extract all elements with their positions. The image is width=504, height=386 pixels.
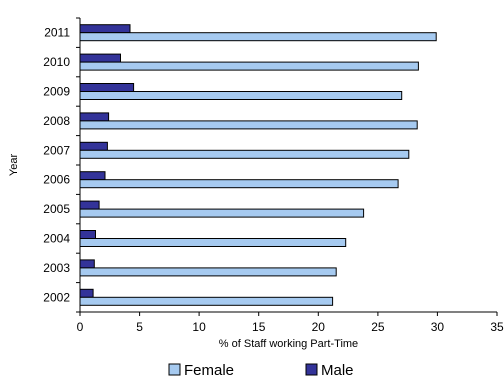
bar-female-2011 (79, 32, 437, 42)
bar-male-2009 (79, 83, 135, 92)
legend-label-male: Male (321, 362, 354, 379)
y-tick-label-2003: 2003 (43, 261, 70, 275)
bar-female-2007 (79, 149, 410, 159)
bar-male-2008 (79, 112, 110, 122)
bar-male-2002 (79, 288, 94, 298)
y-tick-label-2007: 2007 (43, 143, 70, 157)
x-tick-labels: 0 5 10 15 20 25 30 35 (77, 312, 504, 334)
bars-layer (79, 24, 437, 306)
bar-male-2003 (79, 259, 95, 269)
y-tick-label-2002: 2002 (43, 290, 70, 304)
bar-female-2004 (79, 238, 347, 247)
x-tick-label-20: 20 (312, 320, 326, 334)
y-tick-label-2006: 2006 (43, 173, 70, 187)
x-tick-label-5: 5 (136, 320, 143, 334)
bar-male-2005 (79, 200, 100, 210)
x-tick-label-0: 0 (77, 320, 84, 334)
bar-male-2006 (79, 171, 106, 181)
bar-female-2006 (79, 179, 399, 189)
y-tick-label-2008: 2008 (43, 114, 70, 128)
legend-swatch-male (305, 363, 318, 376)
bar-male-2004 (79, 230, 96, 239)
bar-male-2011 (79, 24, 131, 34)
x-axis-label: % of Staff working Part-Time (219, 338, 358, 350)
y-tick-label-2005: 2005 (43, 202, 70, 216)
y-axis-label: Year (8, 154, 20, 177)
x-tick-label-25: 25 (371, 320, 385, 334)
legend-label-female: Female (184, 362, 234, 379)
bar-female-2003 (79, 267, 337, 277)
bar-male-2010 (79, 53, 121, 63)
bar-female-2010 (79, 61, 419, 71)
x-tick-label-35: 35 (490, 320, 504, 334)
x-tick-label-10: 10 (192, 320, 206, 334)
bar-female-2009 (79, 91, 403, 100)
bar-male-2007 (79, 141, 108, 151)
legend: Female Male (168, 362, 354, 379)
legend-swatch-female (168, 363, 181, 376)
x-tick-label-15: 15 (252, 320, 266, 334)
bar-female-2005 (79, 208, 365, 218)
y-tick-label-2011: 2011 (44, 26, 70, 40)
y-tick-label-2004: 2004 (43, 232, 70, 246)
y-tick-label-2009: 2009 (43, 85, 70, 99)
y-tick-label-2010: 2010 (43, 55, 70, 69)
x-tick-label-30: 30 (431, 320, 445, 334)
bar-female-2008 (79, 120, 418, 130)
bar-female-2002 (79, 296, 334, 306)
y-tick-labels: 2002 2003 2004 2005 2006 2007 2008 2009 2010 2011 (43, 17, 80, 313)
